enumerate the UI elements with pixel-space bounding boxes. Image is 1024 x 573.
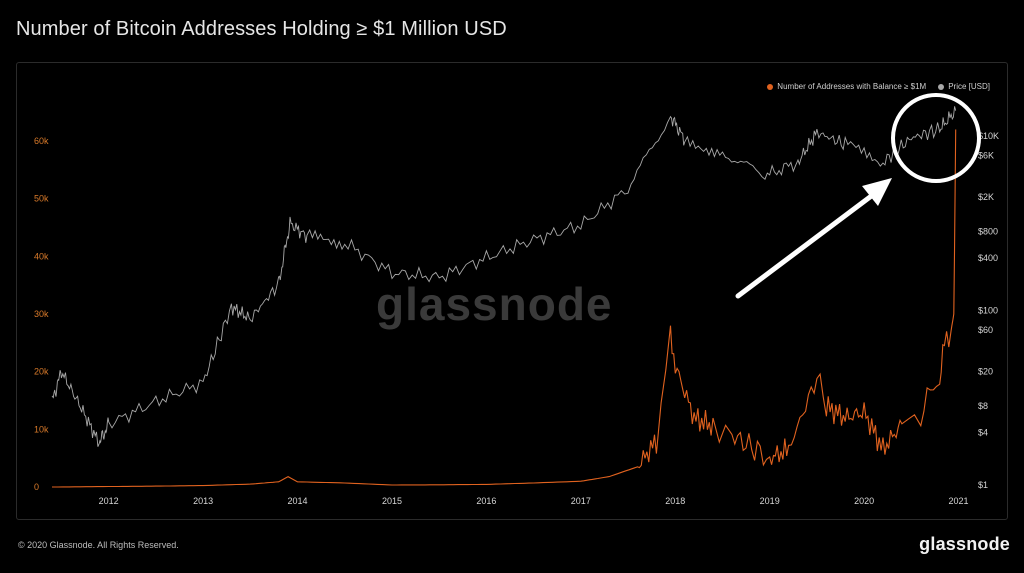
annotation-arrow-head xyxy=(862,178,892,206)
legend: Number of Addresses with Balance ≥ $1M P… xyxy=(767,82,990,91)
legend-dot-addresses xyxy=(767,83,774,90)
y-right-tick-label: $1 xyxy=(978,480,988,490)
copyright-text: © 2020 Glassnode. All Rights Reserved. xyxy=(18,540,179,550)
y-right-tick-label: $100 xyxy=(978,306,998,316)
x-tick-label: 2018 xyxy=(665,496,685,506)
y-left-tick-label: 10k xyxy=(34,424,49,434)
y-left-tick-label: 60k xyxy=(34,136,49,146)
legend-item-price[interactable]: Price [USD] xyxy=(938,82,990,91)
y-left-tick-label: 0 xyxy=(34,482,39,492)
x-tick-label: 2015 xyxy=(382,496,402,506)
price-series-line xyxy=(51,106,957,447)
legend-dot-price xyxy=(938,83,945,90)
x-tick-label: 2016 xyxy=(476,496,496,506)
y-right-tick-label: $6K xyxy=(978,150,994,160)
legend-label-price: Price [USD] xyxy=(948,82,990,91)
brand-logo: glassnode xyxy=(919,534,1010,554)
x-tick-label: 2021 xyxy=(949,496,969,506)
x-tick-label: 2014 xyxy=(288,496,308,506)
x-tick-label: 2012 xyxy=(99,496,119,506)
legend-item-addresses[interactable]: Number of Addresses with Balance ≥ $1M xyxy=(767,82,926,91)
x-tick-label: 2020 xyxy=(854,496,874,506)
y-left-tick-label: 20k xyxy=(34,367,49,377)
legend-label-addresses: Number of Addresses with Balance ≥ $1M xyxy=(777,82,927,91)
y-right-tick-label: $8 xyxy=(978,401,988,411)
y-right-tick-label: $2K xyxy=(978,192,994,202)
addresses-series-line xyxy=(52,129,957,488)
y-right-tick-label: $10K xyxy=(978,131,999,141)
y-left-tick-label: 40k xyxy=(34,251,49,261)
highlight-circle xyxy=(891,93,981,183)
watermark: glassnode xyxy=(376,278,613,330)
x-tick-label: 2019 xyxy=(760,496,780,506)
y-right-tick-label: $4 xyxy=(978,427,988,437)
y-left-tick-label: 50k xyxy=(34,194,49,204)
y-right-tick-label: $800 xyxy=(978,227,998,237)
y-left-tick-label: 30k xyxy=(34,309,49,319)
annotation-arrow-shaft xyxy=(735,191,877,299)
page-title: Number of Bitcoin Addresses Holding ≥ $1… xyxy=(16,18,507,40)
x-tick-label: 2013 xyxy=(193,496,213,506)
chart-panel xyxy=(16,62,1008,520)
y-right-tick-label: $20 xyxy=(978,366,993,376)
x-tick-label: 2017 xyxy=(571,496,591,506)
y-right-tick-label: $60 xyxy=(978,325,993,335)
y-right-tick-label: $400 xyxy=(978,253,998,263)
